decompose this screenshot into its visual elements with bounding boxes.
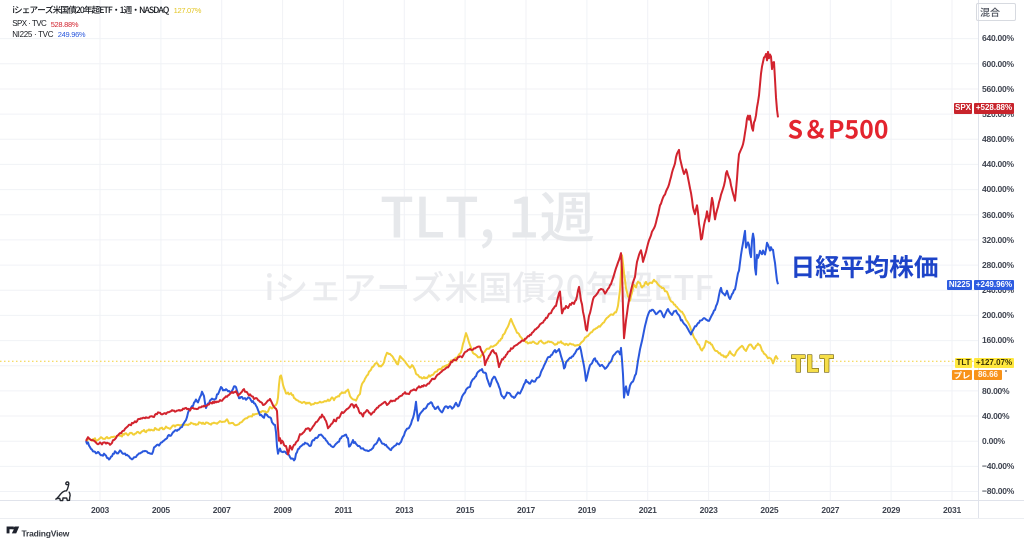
- svg-text:TradingView: TradingView: [22, 528, 70, 538]
